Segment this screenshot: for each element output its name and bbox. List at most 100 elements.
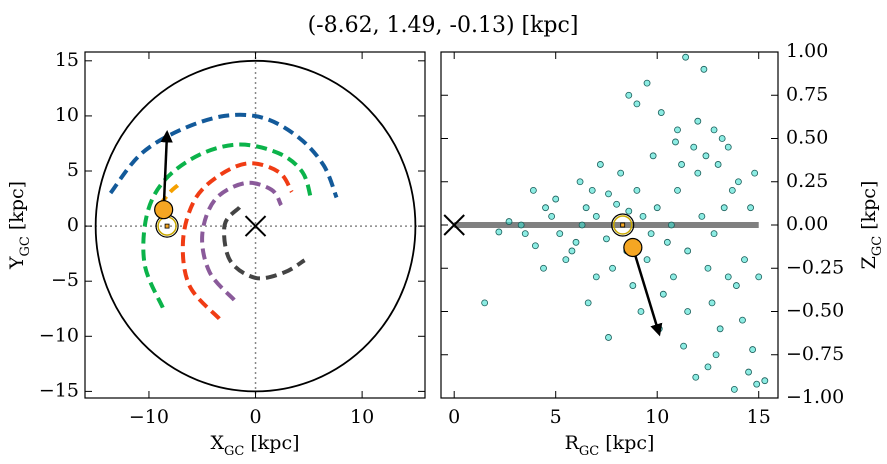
star-point [657, 109, 665, 116]
star-point [562, 256, 570, 264]
star-point [637, 308, 645, 315]
plot-frame [84, 51, 426, 399]
axis-label-part: [kpc] [244, 432, 299, 454]
star-point [625, 91, 633, 99]
star-point [663, 238, 671, 246]
y-tick-label: −0.50 [786, 300, 844, 322]
star-point [710, 126, 718, 134]
star-point [724, 273, 732, 281]
x-axis-label: XGC [kpc] [210, 432, 299, 459]
star-point [603, 235, 610, 243]
star-point [647, 230, 655, 238]
star-point [481, 299, 489, 307]
y-axis-label: ZGC [kpc] [858, 181, 885, 270]
star-point [735, 178, 742, 186]
axis-label-part: R [565, 432, 580, 454]
star-point [517, 221, 525, 229]
y-tick-label: −5 [51, 269, 79, 291]
spiral-arm [141, 142, 313, 309]
figure-title: (-8.62, 1.49, -0.13) [kpc] [308, 13, 579, 38]
star-point [572, 238, 580, 246]
plot-area [443, 53, 769, 393]
y-tick-label: 10 [55, 104, 79, 126]
star-point [712, 351, 720, 359]
star-point [649, 152, 657, 160]
y-tick-label: −15 [39, 379, 79, 401]
star-point [755, 273, 763, 281]
star-point [495, 228, 503, 236]
star-point [625, 207, 633, 215]
star-point [617, 169, 625, 177]
star-point [540, 264, 547, 272]
star-point [609, 264, 616, 272]
object-marker [623, 237, 643, 258]
star-point [732, 282, 740, 289]
star-point [556, 230, 564, 238]
star-point [739, 316, 746, 324]
star-point [659, 290, 667, 298]
velocity-arrow [631, 247, 663, 337]
spiral-arm [200, 180, 283, 302]
x-tick-label: 0 [448, 406, 460, 428]
star-point [684, 247, 692, 255]
star-point [532, 242, 539, 250]
star-point [653, 204, 661, 212]
y-tick-label: −1.00 [786, 386, 844, 408]
star-point [761, 377, 769, 385]
plot-frame [440, 51, 779, 399]
star-point [639, 212, 647, 220]
axis-label-part: [kpc] [858, 181, 880, 236]
star-point [672, 138, 679, 146]
star-point [605, 334, 612, 341]
star-point [728, 186, 736, 194]
star-point [578, 221, 586, 229]
star-point [702, 152, 710, 160]
y-tick-label: −0.75 [786, 343, 844, 365]
star-point [741, 256, 748, 264]
x-tick-label: 0 [249, 406, 261, 428]
x-axis-label: RGC [kpc] [565, 432, 655, 459]
star-point [714, 161, 722, 168]
x-tick-label: 15 [747, 406, 771, 428]
x-tick-label: −10 [129, 406, 169, 428]
star-point [568, 247, 576, 255]
star-point [680, 342, 687, 350]
star-point [592, 212, 600, 220]
y-tick-label: 1.00 [786, 40, 828, 62]
y-tick-label: 0.75 [786, 83, 828, 105]
velocity-arrow [160, 129, 173, 210]
star-point [521, 230, 529, 238]
spiral-arm [180, 161, 294, 321]
y-tick-label: −0.25 [786, 256, 844, 278]
star-point [749, 346, 757, 353]
axis-label-part: Y [6, 256, 28, 270]
y-tick-label: 0.00 [786, 213, 828, 235]
star-point [633, 100, 641, 108]
star-point [505, 218, 513, 225]
axis-label-subscript: GC [579, 444, 599, 459]
star-point [588, 186, 596, 194]
x-tick-label: 10 [350, 406, 374, 428]
star-point [584, 299, 592, 307]
object-marker [154, 200, 174, 220]
y-tick-label: 5 [67, 159, 79, 181]
star-point [582, 204, 590, 212]
star-point [692, 373, 700, 381]
star-point [747, 204, 754, 212]
star-point [690, 143, 698, 151]
star-point [708, 299, 716, 307]
x-tick-label: 10 [645, 406, 669, 428]
star-point [730, 385, 738, 393]
star-point [682, 53, 690, 61]
galactic-center [244, 215, 267, 237]
spiral-arm [222, 205, 306, 281]
plot-area [85, 52, 425, 398]
star-point [745, 368, 752, 376]
star-point [694, 169, 702, 177]
star-point [529, 186, 537, 194]
star-point [753, 380, 761, 388]
star-point [694, 117, 702, 125]
star-point [643, 256, 651, 264]
y-axis-label: YGC [kpc] [6, 181, 33, 270]
star-point [552, 195, 560, 203]
